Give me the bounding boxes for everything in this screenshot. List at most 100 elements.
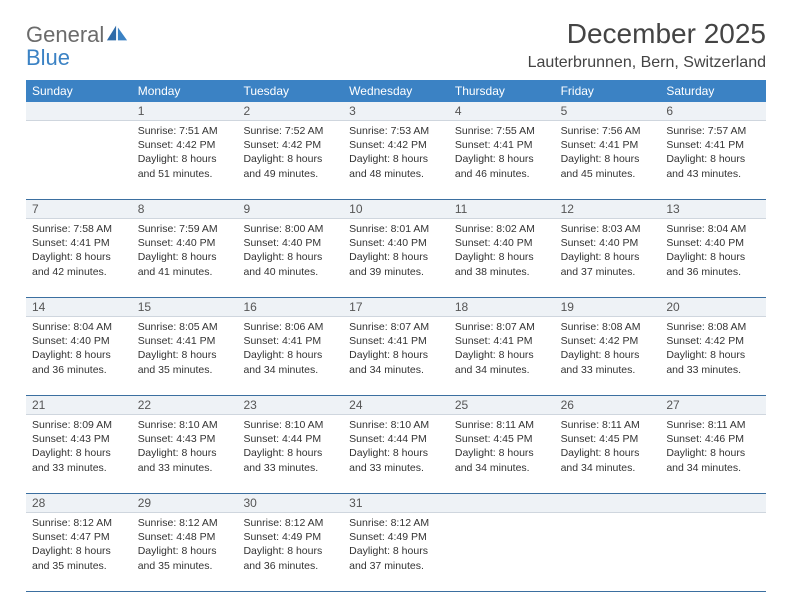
- month-title: December 2025: [528, 18, 766, 50]
- daylight-text: Daylight: 8 hours: [455, 152, 549, 166]
- day-cell: Sunrise: 8:12 AMSunset: 4:49 PMDaylight:…: [343, 513, 449, 591]
- daylight-text: and 36 minutes.: [666, 265, 760, 279]
- daylight-text: Daylight: 8 hours: [243, 348, 337, 362]
- day-number: 22: [132, 396, 238, 414]
- day-cell: Sunrise: 7:57 AMSunset: 4:41 PMDaylight:…: [660, 121, 766, 199]
- daylight-text: Daylight: 8 hours: [349, 544, 443, 558]
- daylight-text: and 33 minutes.: [349, 461, 443, 475]
- daylight-text: Daylight: 8 hours: [243, 446, 337, 460]
- daylight-text: Daylight: 8 hours: [32, 348, 126, 362]
- day-number: .: [555, 494, 661, 512]
- day-num-row: 78910111213: [26, 200, 766, 219]
- sunrise-text: Sunrise: 8:10 AM: [243, 418, 337, 432]
- day-cell: Sunrise: 8:08 AMSunset: 4:42 PMDaylight:…: [660, 317, 766, 395]
- day-number: 31: [343, 494, 449, 512]
- sunrise-text: Sunrise: 8:10 AM: [349, 418, 443, 432]
- day-cell: Sunrise: 8:11 AMSunset: 4:45 PMDaylight:…: [449, 415, 555, 493]
- location: Lauterbrunnen, Bern, Switzerland: [528, 54, 766, 72]
- sunset-text: Sunset: 4:41 PM: [243, 334, 337, 348]
- calendar: Sunday Monday Tuesday Wednesday Thursday…: [26, 80, 766, 592]
- sunset-text: Sunset: 4:40 PM: [455, 236, 549, 250]
- day-cell: Sunrise: 8:08 AMSunset: 4:42 PMDaylight:…: [555, 317, 661, 395]
- sunrise-text: Sunrise: 7:53 AM: [349, 124, 443, 138]
- sunset-text: Sunset: 4:40 PM: [32, 334, 126, 348]
- daylight-text: and 34 minutes.: [455, 363, 549, 377]
- day-cell: Sunrise: 8:10 AMSunset: 4:44 PMDaylight:…: [343, 415, 449, 493]
- daylight-text: and 43 minutes.: [666, 167, 760, 181]
- day-num-row: 14151617181920: [26, 298, 766, 317]
- sunset-text: Sunset: 4:42 PM: [561, 334, 655, 348]
- sunrise-text: Sunrise: 8:06 AM: [243, 320, 337, 334]
- day-cell: Sunrise: 7:53 AMSunset: 4:42 PMDaylight:…: [343, 121, 449, 199]
- day-cell: [555, 513, 661, 591]
- daylight-text: Daylight: 8 hours: [243, 544, 337, 558]
- daylight-text: and 46 minutes.: [455, 167, 549, 181]
- daylight-text: and 34 minutes.: [455, 461, 549, 475]
- day-cell: [660, 513, 766, 591]
- sunset-text: Sunset: 4:41 PM: [455, 334, 549, 348]
- day-cell: Sunrise: 7:52 AMSunset: 4:42 PMDaylight:…: [237, 121, 343, 199]
- sunset-text: Sunset: 4:44 PM: [349, 432, 443, 446]
- daylight-text: and 39 minutes.: [349, 265, 443, 279]
- day-cell: Sunrise: 8:00 AMSunset: 4:40 PMDaylight:…: [237, 219, 343, 297]
- sunset-text: Sunset: 4:41 PM: [138, 334, 232, 348]
- dow-thursday: Thursday: [449, 80, 555, 102]
- day-number: 9: [237, 200, 343, 218]
- dow-saturday: Saturday: [660, 80, 766, 102]
- week-row: Sunrise: 8:09 AMSunset: 4:43 PMDaylight:…: [26, 415, 766, 494]
- day-cell: Sunrise: 8:11 AMSunset: 4:45 PMDaylight:…: [555, 415, 661, 493]
- sunset-text: Sunset: 4:42 PM: [243, 138, 337, 152]
- daylight-text: and 35 minutes.: [138, 363, 232, 377]
- day-cell: Sunrise: 8:04 AMSunset: 4:40 PMDaylight:…: [26, 317, 132, 395]
- day-number: 17: [343, 298, 449, 316]
- day-cell: Sunrise: 7:55 AMSunset: 4:41 PMDaylight:…: [449, 121, 555, 199]
- daylight-text: Daylight: 8 hours: [349, 250, 443, 264]
- sunrise-text: Sunrise: 8:03 AM: [561, 222, 655, 236]
- dow-row: Sunday Monday Tuesday Wednesday Thursday…: [26, 80, 766, 102]
- sunrise-text: Sunrise: 7:55 AM: [455, 124, 549, 138]
- day-number: .: [449, 494, 555, 512]
- logo: General Blue: [26, 24, 128, 70]
- day-cell: Sunrise: 8:06 AMSunset: 4:41 PMDaylight:…: [237, 317, 343, 395]
- day-number: .: [660, 494, 766, 512]
- day-num-row: 21222324252627: [26, 396, 766, 415]
- sunrise-text: Sunrise: 7:57 AM: [666, 124, 760, 138]
- day-cell: Sunrise: 8:12 AMSunset: 4:47 PMDaylight:…: [26, 513, 132, 591]
- sunrise-text: Sunrise: 8:10 AM: [138, 418, 232, 432]
- sunset-text: Sunset: 4:40 PM: [349, 236, 443, 250]
- sunset-text: Sunset: 4:47 PM: [32, 530, 126, 544]
- sunrise-text: Sunrise: 8:12 AM: [32, 516, 126, 530]
- daylight-text: Daylight: 8 hours: [243, 250, 337, 264]
- sunrise-text: Sunrise: 7:59 AM: [138, 222, 232, 236]
- day-number: 12: [555, 200, 661, 218]
- logo-text-general: General: [26, 22, 104, 47]
- dow-tuesday: Tuesday: [237, 80, 343, 102]
- dow-sunday: Sunday: [26, 80, 132, 102]
- sunset-text: Sunset: 4:40 PM: [243, 236, 337, 250]
- day-number: 5: [555, 102, 661, 120]
- sunset-text: Sunset: 4:40 PM: [138, 236, 232, 250]
- day-number: 11: [449, 200, 555, 218]
- sunrise-text: Sunrise: 8:01 AM: [349, 222, 443, 236]
- day-cell: Sunrise: 8:04 AMSunset: 4:40 PMDaylight:…: [660, 219, 766, 297]
- day-number: 24: [343, 396, 449, 414]
- daylight-text: and 36 minutes.: [32, 363, 126, 377]
- day-number: 1: [132, 102, 238, 120]
- sunset-text: Sunset: 4:40 PM: [561, 236, 655, 250]
- daylight-text: Daylight: 8 hours: [561, 348, 655, 362]
- daylight-text: and 33 minutes.: [32, 461, 126, 475]
- week-row: Sunrise: 7:51 AMSunset: 4:42 PMDaylight:…: [26, 121, 766, 200]
- daylight-text: Daylight: 8 hours: [138, 250, 232, 264]
- sunrise-text: Sunrise: 8:11 AM: [666, 418, 760, 432]
- daylight-text: and 45 minutes.: [561, 167, 655, 181]
- daylight-text: Daylight: 8 hours: [32, 446, 126, 460]
- daylight-text: and 51 minutes.: [138, 167, 232, 181]
- daylight-text: and 41 minutes.: [138, 265, 232, 279]
- daylight-text: Daylight: 8 hours: [349, 348, 443, 362]
- daylight-text: and 34 minutes.: [243, 363, 337, 377]
- day-cell: [449, 513, 555, 591]
- daylight-text: Daylight: 8 hours: [455, 348, 549, 362]
- daylight-text: Daylight: 8 hours: [138, 348, 232, 362]
- sunrise-text: Sunrise: 8:07 AM: [349, 320, 443, 334]
- day-number: 28: [26, 494, 132, 512]
